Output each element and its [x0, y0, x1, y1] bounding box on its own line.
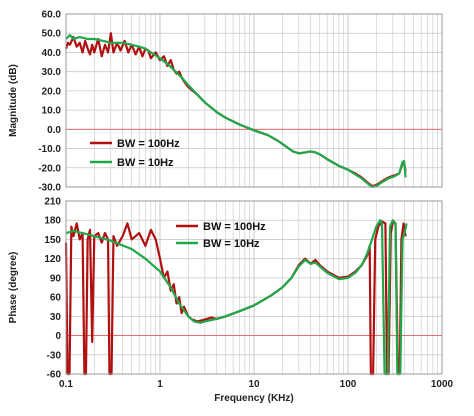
y-tick-label-40-0: 40.0 — [42, 48, 62, 59]
magnitude-legend: BW = 100Hz BW = 10Hz — [90, 138, 180, 169]
magnitude-y-tick-labels: 60.0 50.0 40.0 30.0 20.0 10.0 0.0 -10.0 -20.0 -30… — [38, 10, 61, 194]
x-tick-label-1000: 1000 — [431, 379, 454, 390]
y-tick-label-180: 180 — [44, 216, 61, 227]
y-tick-label-20-0: 20.0 — [42, 86, 62, 97]
magnitude-legend-label-bw-10hz: BW = 10Hz — [117, 157, 174, 169]
phase-series — [64, 219, 408, 376]
y-tick-label-30: -30 — [47, 350, 62, 361]
x-tick-label-1: 1 — [157, 379, 163, 390]
phase-legend-label-bw-10hz: BW = 10Hz — [203, 238, 260, 250]
magnitude-y-axis-title: Magnitude (dB) — [8, 64, 19, 137]
phase-plot-frame — [65, 200, 443, 375]
y-tick-label-30-0: 30.0 — [42, 67, 62, 78]
y-tick-label-150: 150 — [44, 235, 61, 246]
magnitude-plot-frame — [65, 13, 443, 188]
y-tick-label-60: 60 — [50, 293, 62, 304]
y-tick-label-0-0: 0.0 — [47, 125, 61, 136]
frequency-x-tick-labels: 0.1 1 10 100 1000 — [59, 379, 454, 390]
magnitude-legend-label-bw-100hz: BW = 100Hz — [117, 138, 180, 150]
y-tick-label-20-0: -20.0 — [38, 163, 61, 174]
y-tick-label-50-0: 50.0 — [42, 29, 62, 40]
phase-y-tick-labels: 210 180 150 120 90 60 30 0 -30 -60 — [44, 197, 61, 381]
phase-legend-label-bw-100hz: BW = 100Hz — [203, 221, 266, 233]
phase-legend: BW = 100Hz BW = 10Hz — [176, 221, 266, 250]
y-tick-label-10-0: 10.0 — [42, 106, 62, 117]
y-tick-label-30: 30 — [50, 312, 62, 323]
phase-y-axis-title: Phase (degree) — [8, 252, 19, 324]
x-tick-label-10: 10 — [248, 379, 260, 390]
phase-series-bw-10hz-line — [65, 219, 408, 376]
y-tick-label-60: -60 — [47, 370, 62, 381]
y-tick-label-10-0: -10.0 — [38, 144, 61, 155]
y-tick-label-60-0: 60.0 — [42, 10, 62, 21]
x-tick-label-100: 100 — [340, 379, 357, 390]
x-tick-label-0-1: 0.1 — [59, 379, 73, 390]
magnitude-panel: 60.0 50.0 40.0 30.0 20.0 10.0 0.0 -10.0 -20.0 -30… — [8, 10, 443, 194]
y-tick-label-120: 120 — [44, 254, 61, 265]
y-tick-label-90: 90 — [50, 273, 62, 284]
frequency-x-axis-title: Frequency (KHz) — [214, 393, 293, 404]
y-tick-label-0: 0 — [55, 331, 61, 342]
y-tick-label-30-0: -30.0 — [38, 183, 61, 194]
y-tick-label-210: 210 — [44, 197, 61, 208]
